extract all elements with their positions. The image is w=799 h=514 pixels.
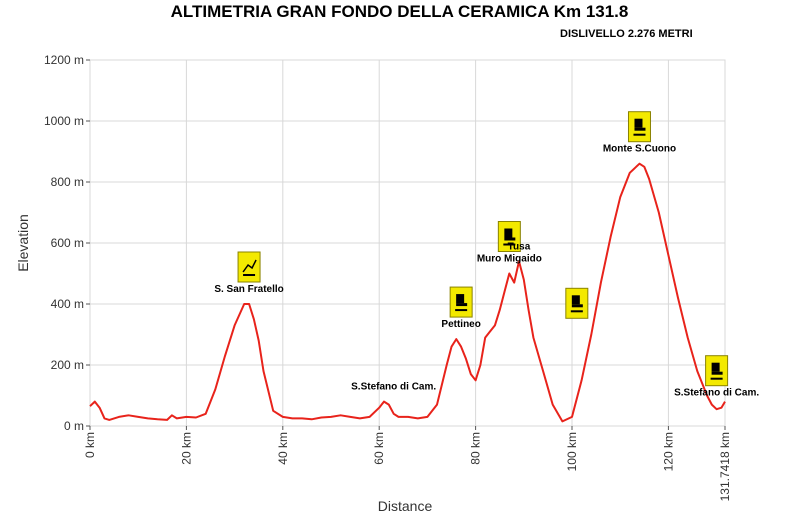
x-axis-label: Distance xyxy=(378,498,433,514)
y-tick-label: 600 m xyxy=(51,236,84,250)
y-tick-label: 1000 m xyxy=(44,114,84,128)
annotation: S.Stefano di Cam. xyxy=(674,355,759,399)
gauge-icon xyxy=(449,286,473,318)
x-tick-label: 131.7418 km xyxy=(718,432,732,501)
gauge-icon xyxy=(565,287,589,319)
sign-glyph-base xyxy=(504,237,516,241)
sign-glyph xyxy=(571,295,580,305)
sign-glyph xyxy=(634,118,643,128)
sign-background xyxy=(237,251,261,283)
x-tick-label: 20 km xyxy=(179,432,193,465)
annotation: S. San Fratello xyxy=(214,251,284,295)
y-tick-label: 0 m xyxy=(64,419,84,433)
x-tick-label: 40 km xyxy=(276,432,290,465)
sign-caption-mark xyxy=(633,133,646,136)
y-axis-ticks: 0 m 200 m 400 m 600 m 800 m 1000 m 1200 m xyxy=(44,53,90,433)
annotation-label: S.Stefano di Cam. xyxy=(351,382,436,393)
sign-caption-mark xyxy=(570,310,583,313)
annotation-label: S.Stefano di Cam. xyxy=(674,388,759,399)
annotation: Pettineo xyxy=(441,286,481,330)
sign-caption-mark xyxy=(455,309,468,312)
gauge-icon xyxy=(705,355,729,387)
y-tick-label: 200 m xyxy=(51,358,84,372)
x-tick-label: 100 km xyxy=(565,432,579,471)
chart-title: ALTIMETRIA GRAN FONDO DELLA CERAMICA Km … xyxy=(170,2,629,21)
x-tick-label: 120 km xyxy=(661,432,675,471)
elevation-profile-line xyxy=(89,162,726,423)
sign-glyph xyxy=(242,259,257,273)
annotation-label: Monte S.Cuono xyxy=(603,144,676,155)
annotation-label: Tusa xyxy=(508,241,531,252)
x-tick-label: 0 km xyxy=(83,432,97,458)
y-tick-label: 400 m xyxy=(51,297,84,311)
y-tick-label: 1200 m xyxy=(44,53,84,67)
sign-caption-mark xyxy=(503,243,516,246)
chart-subtitle: DISLIVELLO 2.276 METRI xyxy=(560,28,693,40)
sign-glyph-base xyxy=(634,127,646,131)
annotation: S.Stefano di Cam. xyxy=(351,382,436,393)
annotation-label: Muro Migaido xyxy=(477,254,542,265)
annotation: Muro Migaido xyxy=(477,221,542,265)
y-tick-label: 800 m xyxy=(51,175,84,189)
y-axis-label: Elevation xyxy=(15,214,31,272)
chart-icon xyxy=(237,251,261,283)
gauge-icon xyxy=(627,111,651,143)
sign-caption-mark xyxy=(243,274,256,276)
annotation: Monte S.Cuono xyxy=(603,111,676,155)
sign-glyph xyxy=(504,228,513,238)
annotation-label: S. San Fratello xyxy=(214,284,283,295)
sign-glyph-base xyxy=(456,303,468,307)
gauge-icon xyxy=(497,221,521,252)
x-axis-ticks: 0 km 20 km 40 km 60 km 80 km 100 km 120 km 131.… xyxy=(83,426,732,501)
annotation xyxy=(565,287,589,319)
x-tick-label: 60 km xyxy=(372,432,386,465)
sign-glyph-base xyxy=(571,304,583,308)
sign-glyph xyxy=(711,362,720,372)
sign-glyph xyxy=(456,294,465,304)
sign-glyph-base xyxy=(711,371,723,375)
sign-caption-mark xyxy=(710,377,723,380)
annotation-label: Pettineo xyxy=(441,319,480,330)
annotation: Tusa xyxy=(508,241,531,252)
x-tick-label: 80 km xyxy=(469,432,483,465)
annotations: S. San Fratello S.Stefano di Cam. Pettineo… xyxy=(214,111,759,399)
